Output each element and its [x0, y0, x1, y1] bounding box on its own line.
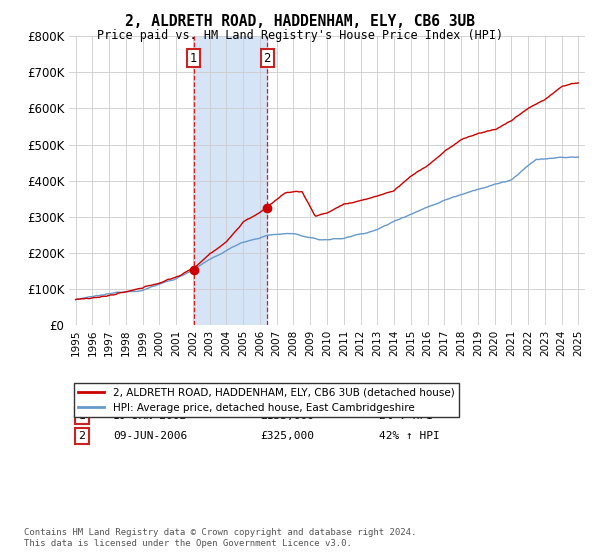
Text: 2% ↓ HPI: 2% ↓ HPI — [379, 410, 433, 421]
Text: 09-JUN-2006: 09-JUN-2006 — [113, 431, 187, 441]
Legend: 2, ALDRETH ROAD, HADDENHAM, ELY, CB6 3UB (detached house), HPI: Average price, d: 2, ALDRETH ROAD, HADDENHAM, ELY, CB6 3UB… — [74, 384, 458, 417]
Text: 2: 2 — [79, 431, 85, 441]
Text: £153,000: £153,000 — [260, 410, 314, 421]
Text: £325,000: £325,000 — [260, 431, 314, 441]
Text: Price paid vs. HM Land Registry's House Price Index (HPI): Price paid vs. HM Land Registry's House … — [97, 29, 503, 42]
Text: 2: 2 — [263, 52, 271, 64]
Text: 10-JAN-2002: 10-JAN-2002 — [113, 410, 187, 421]
Text: 2, ALDRETH ROAD, HADDENHAM, ELY, CB6 3UB: 2, ALDRETH ROAD, HADDENHAM, ELY, CB6 3UB — [125, 14, 475, 29]
Text: 1: 1 — [190, 52, 197, 64]
Text: Contains HM Land Registry data © Crown copyright and database right 2024.
This d: Contains HM Land Registry data © Crown c… — [24, 528, 416, 548]
Text: 42% ↑ HPI: 42% ↑ HPI — [379, 431, 439, 441]
Bar — [194, 36, 268, 325]
Text: 1: 1 — [79, 410, 85, 421]
